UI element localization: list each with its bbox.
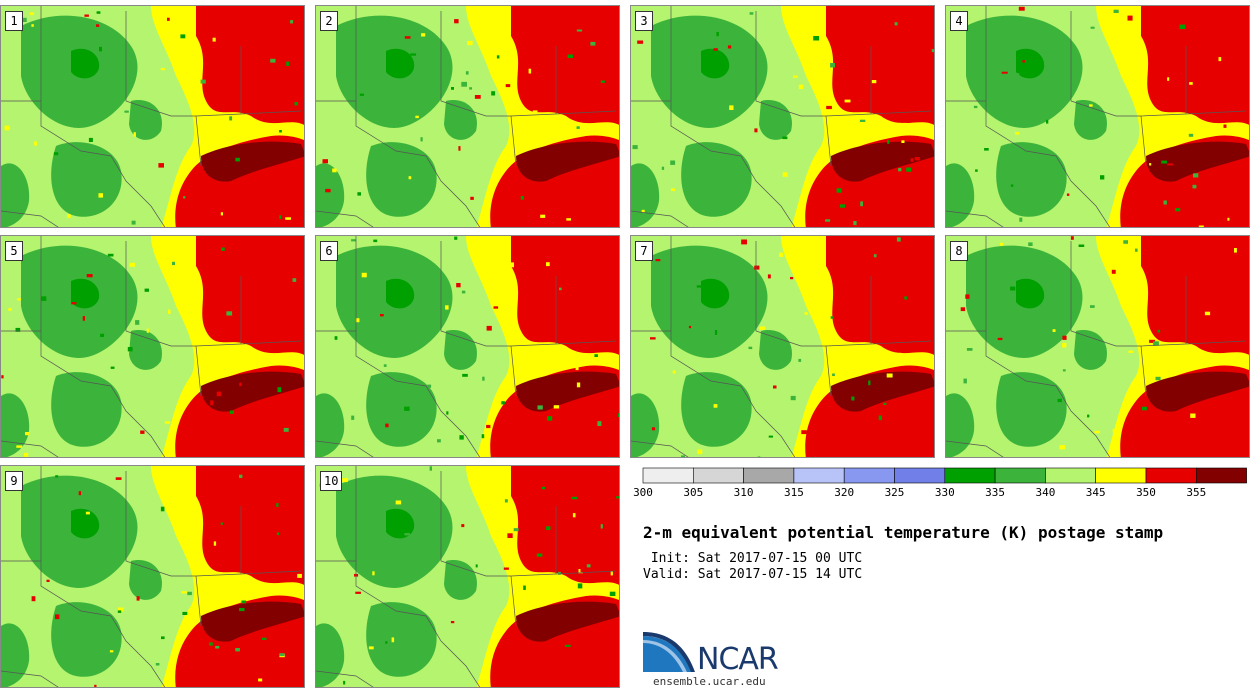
color-scale-legend: 300 305 310 315 320 325 330 335 340 345 350 355 [633, 467, 1249, 500]
legend-swatch [1145, 467, 1197, 484]
member-map-image [316, 6, 619, 227]
ensemble-member-map: 1 [0, 5, 305, 228]
legend-swatch [692, 467, 744, 484]
init-time: Init: Sat 2017-07-15 00 UTC [643, 551, 863, 566]
member-number-label: 4 [950, 11, 968, 31]
ncar-url: ensemble.ucar.edu [653, 675, 766, 688]
member-map-image [1, 466, 304, 687]
ensemble-member-map: 3 [630, 5, 935, 228]
ncar-logo-text: NCAR [697, 642, 779, 677]
member-map-image [631, 6, 934, 227]
member-number-label: 1 [5, 11, 23, 31]
member-number-label: 6 [320, 241, 338, 261]
valid-time: Valid: Sat 2017-07-15 14 UTC [643, 567, 863, 582]
member-map-image [946, 6, 1249, 227]
member-number-label: 7 [635, 241, 653, 261]
ensemble-member-map: 4 [945, 5, 1250, 228]
legend-tick-label: 300 [633, 486, 653, 499]
legend-tick-label: 355 [1186, 486, 1206, 499]
ensemble-member-map: 7 [630, 235, 935, 458]
legend-tick-label: 325 [885, 486, 905, 499]
legend-swatch [944, 467, 996, 484]
legend-swatch [894, 467, 946, 484]
member-map-image [316, 236, 619, 457]
legend-swatch [843, 467, 895, 484]
legend-tick-label: 320 [834, 486, 854, 499]
legend-swatch [994, 467, 1046, 484]
legend-swatch [642, 467, 694, 484]
ensemble-member-map: 6 [315, 235, 620, 458]
legend-tick-label: 330 [935, 486, 955, 499]
ensemble-member-map: 5 [0, 235, 305, 458]
legend-swatch [793, 467, 845, 484]
legend-swatch [743, 467, 795, 484]
legend-tick-label: 335 [985, 486, 1005, 499]
member-number-label: 9 [5, 471, 23, 491]
ensemble-member-map: 9 [0, 465, 305, 688]
member-map-image [1, 6, 304, 227]
ensemble-member-map: 8 [945, 235, 1250, 458]
legend-tick-label: 310 [734, 486, 754, 499]
legend-swatch [1045, 467, 1096, 484]
member-number-label: 2 [320, 11, 338, 31]
legend-swatch [1195, 467, 1247, 484]
legend-tick-label: 305 [683, 486, 703, 499]
member-number-label: 5 [5, 241, 23, 261]
legend-tick-label: 345 [1086, 486, 1106, 499]
member-map-image [316, 466, 619, 687]
ensemble-member-map: 10 [315, 465, 620, 688]
member-number-label: 10 [320, 471, 343, 491]
plot-title: 2-m equivalent potential temperature (K)… [643, 523, 1164, 542]
ensemble-member-map: 2 [315, 5, 620, 228]
legend-tick-label: 340 [1035, 486, 1055, 499]
member-number-label: 8 [950, 241, 968, 261]
member-map-image [1, 236, 304, 457]
member-number-label: 3 [635, 11, 653, 31]
legend-tick-label: 350 [1136, 486, 1156, 499]
legend-swatch [1095, 467, 1147, 484]
color-bar: 300 305 310 315 320 325 330 335 340 345 350 355 [633, 467, 1247, 499]
member-map-image [631, 236, 934, 457]
member-map-image [946, 236, 1249, 457]
ncar-logo-icon [643, 632, 695, 672]
legend-tick-label: 315 [784, 486, 804, 499]
